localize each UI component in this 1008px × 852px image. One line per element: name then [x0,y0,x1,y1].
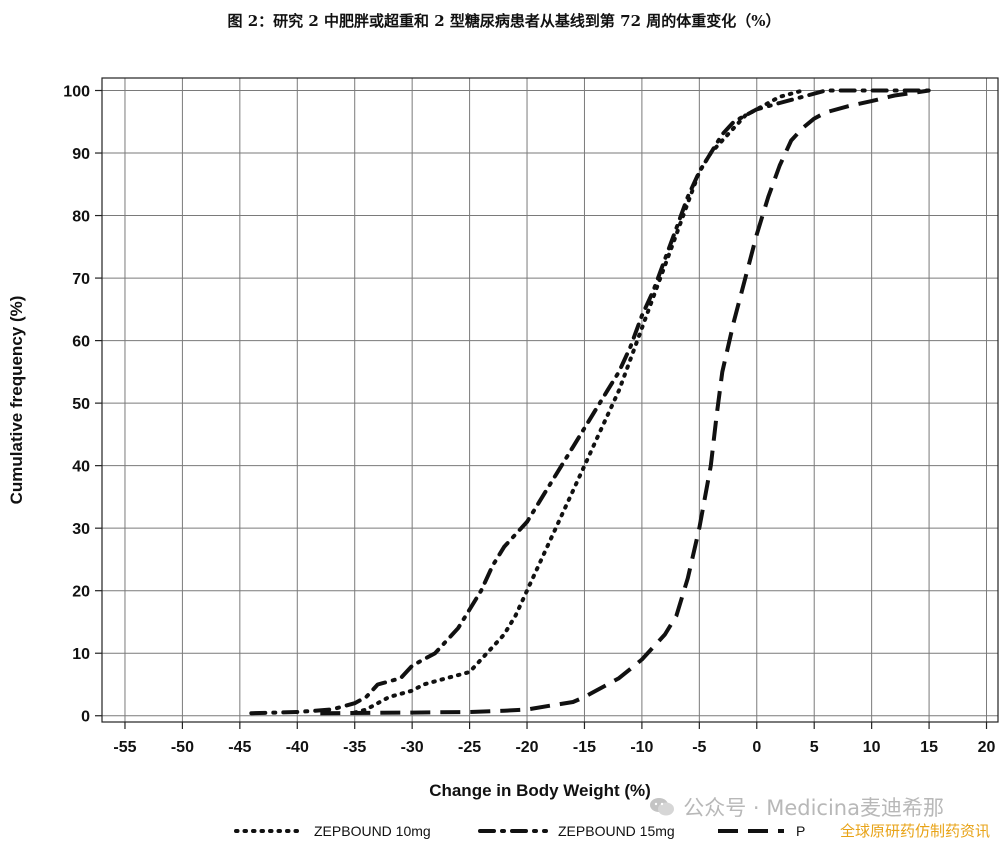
watermark: 公众号 · Medicina麦迪希那 [649,792,944,822]
y-tick-label: 100 [63,84,90,101]
grid-lines [102,78,998,722]
x-tick-label: 15 [920,739,938,756]
series-line-3 [320,88,930,716]
x-tick-label: 0 [752,739,761,756]
x-tick-label: 20 [978,739,996,756]
series-line-2 [249,88,932,716]
y-tick-label: 40 [72,459,90,476]
x-tick-label: -45 [228,739,251,756]
y-tick-label: 50 [72,396,90,413]
y-tick-label: 90 [72,146,90,163]
legend-entry: ZEPBOUND 15mg [558,823,675,839]
axis-ticks: -55 -50 -45 -40 -35 -30 -25 -20 -15 -10 -5 0 5 10 15 20… [63,84,995,756]
x-tick-label: -50 [171,739,194,756]
x-tick-label: -35 [343,739,366,756]
x-tick-label: -30 [401,739,424,756]
chart-title: 图 2：研究 2 中肥胖或超重和 2 型糖尿病患者从基线到第 72 周的体重变化… [227,12,781,30]
legend-entry: ZEPBOUND 10mg [314,823,431,839]
x-tick-label: -5 [692,739,706,756]
watermark-subtext: 全球原研药仿制药资讯 [839,822,990,840]
watermark-text: 公众号 · Medicina麦迪希那 [683,796,944,820]
y-tick-label: 0 [81,709,90,726]
x-tick-label: -40 [286,739,309,756]
y-tick-label: 80 [72,209,90,226]
y-tick-label: 20 [72,584,90,601]
x-tick-label: 5 [810,739,819,756]
data-series [249,88,932,716]
x-axis-label: Change in Body Weight (%) [429,781,651,800]
plot-frame [101,77,999,723]
y-axis-label: Cumulative frequency (%) [7,296,26,505]
y-tick-label: 60 [72,334,90,351]
x-tick-label: -25 [458,739,481,756]
legend: ZEPBOUND 10mg ZEPBOUND 15mg P [234,823,805,839]
x-tick-label: -55 [113,739,136,756]
wechat-icon [650,798,675,816]
x-tick-label: -10 [630,739,653,756]
y-tick-label: 70 [72,271,90,288]
x-tick-label: 10 [863,739,881,756]
x-tick-label: -20 [515,739,538,756]
legend-entry: P [796,823,805,839]
x-tick-label: -15 [573,739,596,756]
series-line-1 [352,88,805,715]
y-tick-label: 10 [72,646,90,663]
y-tick-label: 30 [72,521,90,538]
